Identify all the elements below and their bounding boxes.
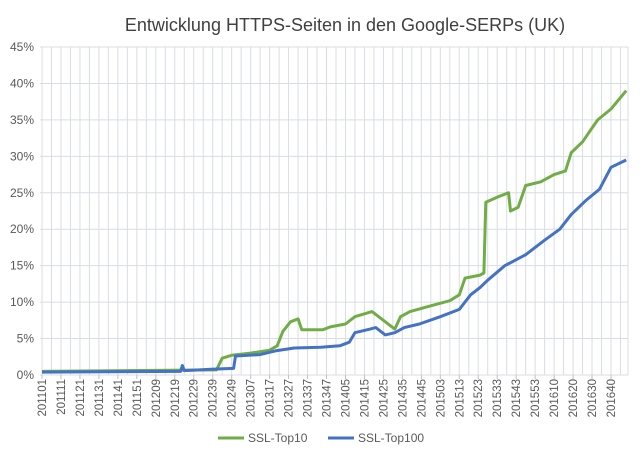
legend-label: SSL-Top10 <box>248 431 308 445</box>
gridlines <box>40 46 629 376</box>
x-tick-label: 201327 <box>284 379 296 417</box>
legend-label: SSL-Top100 <box>358 431 424 445</box>
series-line-ssl-top100 <box>41 158 627 374</box>
x-tick-label: 201425 <box>378 379 390 417</box>
x-tick-label: 201435 <box>397 379 409 417</box>
x-tick-label: 201209 <box>151 379 163 417</box>
x-tick-label: 201101 <box>37 379 49 417</box>
x-tick-label: 201307 <box>246 379 258 417</box>
y-tick-label: 5% <box>17 332 35 346</box>
y-tick-label: 35% <box>10 113 34 127</box>
y-tick-label: 25% <box>10 186 34 200</box>
x-tick-label: 201620 <box>568 379 580 417</box>
legend: SSL-Top10 SSL-Top100 <box>218 431 424 445</box>
x-tick-label: 201121 <box>75 379 87 417</box>
y-axis-ticks: 0% 5% 10% 15% 20% 25% 30% 35% 40% 45% <box>10 40 34 382</box>
chart-title: Entwicklung HTTPS-Seiten in den Google-S… <box>125 15 565 35</box>
series-line-ssl-top10 <box>41 89 628 373</box>
x-tick-label: 201533 <box>492 379 504 417</box>
x-tick-label: 201415 <box>359 379 371 417</box>
y-tick-label: 45% <box>10 40 34 54</box>
series-lines <box>41 89 628 374</box>
x-tick-label: 201543 <box>511 379 523 417</box>
x-tick-label: 201317 <box>265 379 277 417</box>
x-tick-label: 201630 <box>587 379 599 417</box>
x-tick-label: 201229 <box>189 379 201 417</box>
x-tick-label: 201239 <box>208 379 220 417</box>
x-tick-label: 201553 <box>530 379 542 417</box>
x-tick-label: 201640 <box>606 379 618 417</box>
x-tick-label: 201503 <box>435 379 447 417</box>
x-tick-label: 201151 <box>132 379 144 417</box>
x-tick-label: 201513 <box>454 379 466 417</box>
x-axis-ticks: 201101 201111 201121 201131 201141 201151 2012… <box>37 375 618 417</box>
x-tick-label: 201610 <box>549 379 561 417</box>
x-tick-label: 201249 <box>227 379 239 417</box>
x-tick-label: 201141 <box>113 379 125 417</box>
y-tick-label: 40% <box>10 76 34 90</box>
y-tick-label: 0% <box>17 368 35 382</box>
x-tick-label: 201219 <box>170 379 182 417</box>
y-tick-label: 15% <box>10 259 34 273</box>
y-tick-label: 20% <box>10 222 34 236</box>
x-tick-label: 201337 <box>303 379 315 417</box>
y-tick-label: 30% <box>10 149 34 163</box>
x-tick-label: 201523 <box>473 379 485 417</box>
x-tick-label: 201131 <box>94 379 106 417</box>
y-tick-label: 10% <box>10 295 34 309</box>
x-tick-label: 201347 <box>322 379 334 417</box>
x-tick-label: 201111 <box>56 379 68 415</box>
x-tick-label: 201405 <box>340 379 352 417</box>
x-tick-label: 201445 <box>416 379 428 417</box>
